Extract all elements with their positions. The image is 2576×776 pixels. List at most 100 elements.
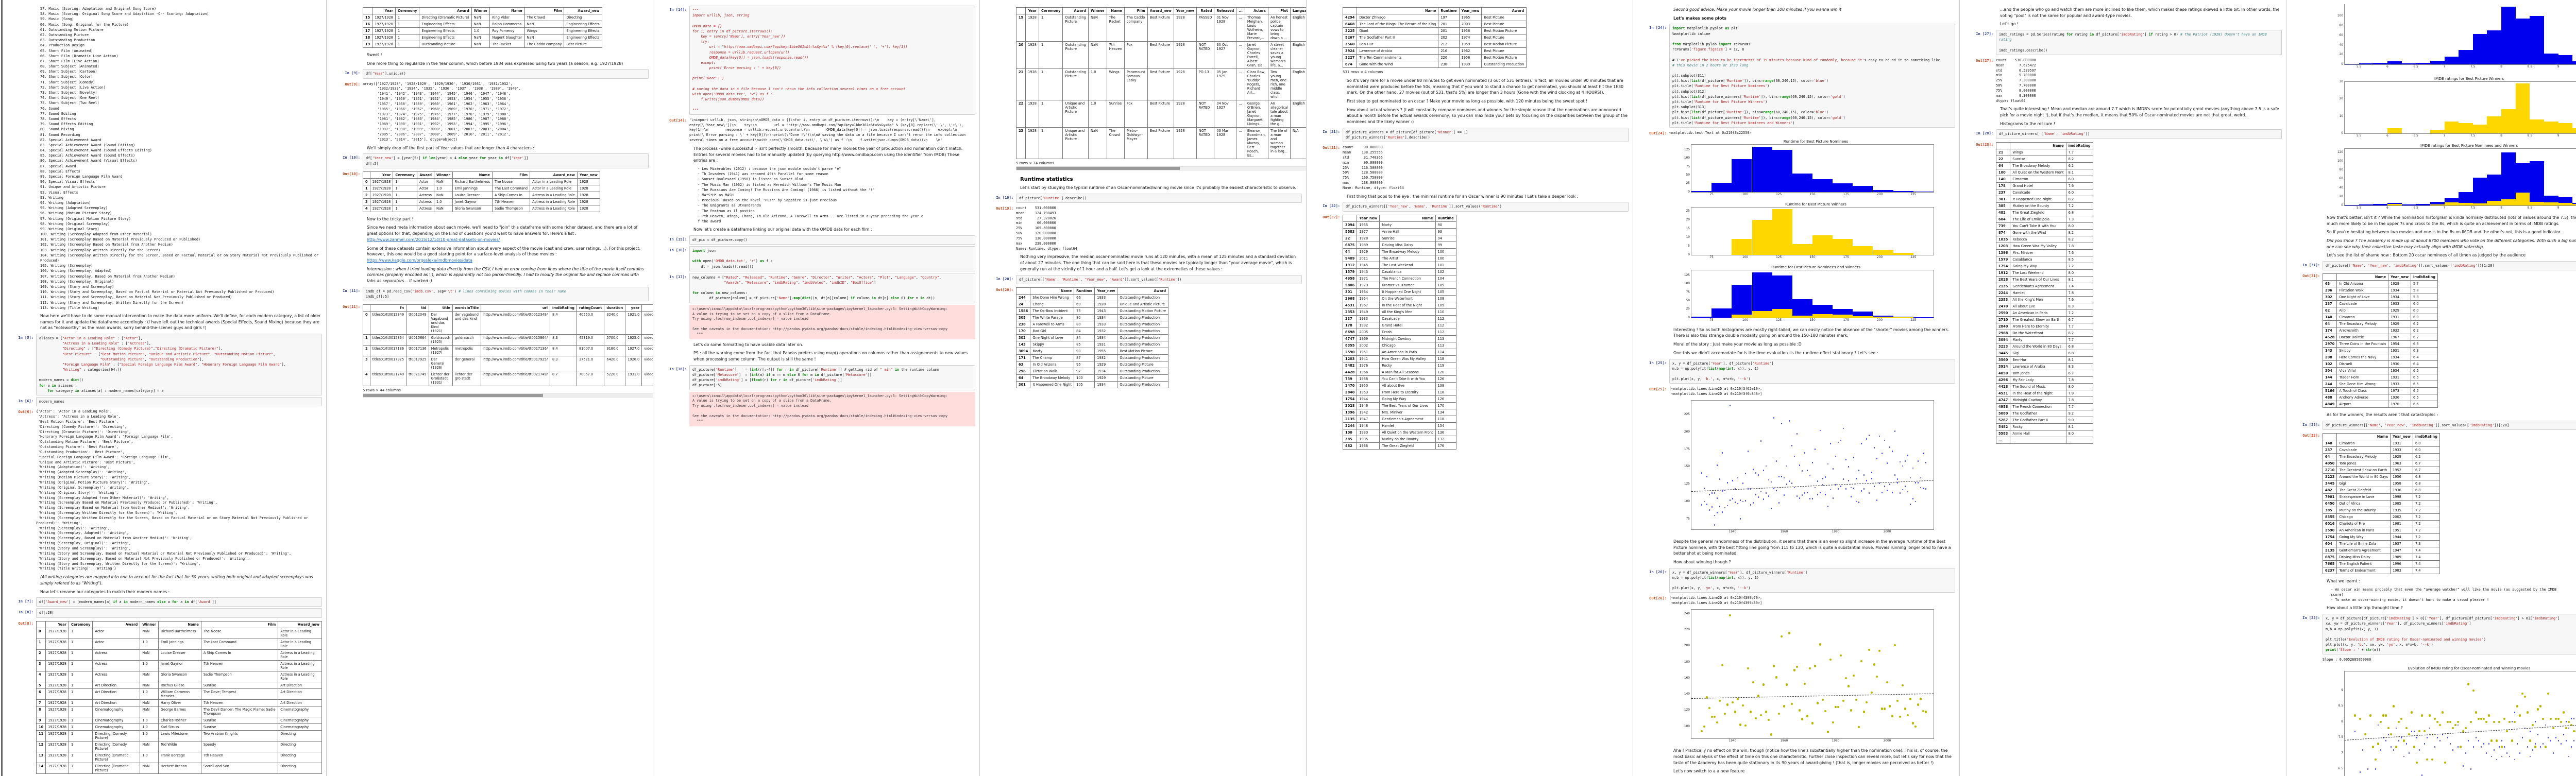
scrollbar-thumb[interactable]: [363, 394, 544, 397]
code-input[interactable]: df_picture_winners = df_picture[df_pictu…: [1343, 127, 1629, 143]
table-cell: 604: [2322, 540, 2337, 548]
data-point: [1920, 477, 1922, 479]
table-cell: 63: [2322, 280, 2337, 288]
table-cell: video.movie: [641, 356, 653, 371]
table-cell: Outstanding Production: [1117, 327, 1169, 335]
table-cell: 3445: [2322, 480, 2337, 488]
code-input[interactable]: modern_names: [36, 397, 322, 407]
table-cell: 8698: [1342, 328, 1358, 336]
vertical-scrollbar[interactable]: [1, 0, 3, 776]
data-point: [1914, 725, 1917, 728]
table-cell: 21: [1995, 148, 2011, 156]
table-cell: NaN: [471, 41, 490, 48]
hist-bar: [1691, 191, 1712, 192]
code-input[interactable]: df[:20]: [36, 608, 322, 618]
out-prompt: Out[32]:: [2302, 434, 2320, 438]
code-input[interactable]: df_picture['Runtime'].describe(): [1016, 193, 1302, 203]
table-cell: Best Motion Picture: [1117, 347, 1169, 355]
table-cell: 1: [395, 14, 420, 21]
table-cell: 8.2: [2065, 229, 2093, 236]
table-cell: Actor: [416, 184, 434, 192]
data-point: [1724, 489, 1726, 491]
table-cell: 4747: [1995, 396, 2011, 404]
horizontal-scrollbar[interactable]: [1016, 166, 1306, 170]
code-input[interactable]: """ import urllib, json, string OMDB_dat…: [689, 6, 975, 115]
code-input[interactable]: df_pic = df_picture.copy(): [689, 235, 975, 245]
x-axis-tick: 6: [2386, 134, 2388, 137]
code-cell: In [18]: df_picture['Runtime'] = [int(r[:…: [653, 365, 975, 390]
table-row: 4958 The French Connection 7.7: [1995, 403, 2093, 410]
table-cell: der general: [452, 356, 482, 371]
code-input[interactable]: new_columns = ["Rated", "Released", "Run…: [689, 272, 975, 303]
code-input[interactable]: imdb_df = pd.read_csv('imdb.csv', sep='\…: [363, 286, 649, 301]
horizontal-scrollbar[interactable]: [363, 393, 653, 398]
table-cell: English: [1290, 14, 1306, 42]
x-axis-tick: 9: [2557, 206, 2560, 210]
hist-bar: [1873, 189, 1893, 192]
code-input[interactable]: df['Year'].unique(): [363, 69, 649, 79]
table-cell: Mrs. Miniver: [1379, 408, 1436, 416]
table-cell: 5166: [2322, 387, 2337, 395]
table-cell: Midnight Cowboy: [1379, 335, 1436, 342]
table-cell: 1947: [2390, 547, 2413, 555]
code-input[interactable]: x, y = df_picture['Year'], df_picture['R…: [1669, 358, 1955, 384]
table-cell: 100: [1995, 168, 2011, 176]
y-axis-tick: 75: [1686, 165, 1690, 168]
code-input[interactable]: df_picture_winners[['Name', 'Year_new', …: [2323, 421, 2576, 430]
table-cell: tt0015864: [406, 334, 429, 346]
code-input[interactable]: df['Award_new'] = [modern_names[a] if a …: [36, 597, 322, 607]
data-point: [2379, 720, 2382, 723]
output-text: {'Actor': 'Actor in a Leading Role', 'Ac…: [36, 409, 308, 571]
table-row: 1 titles01/tt0015864 tt0015864 Goldrausch (…: [363, 334, 653, 346]
table-row: 3 1927/1928 1 Actress 1.0 Janet Gaynor 7th Hea…: [36, 660, 322, 671]
code-input[interactable]: import matplotlib.pyplot as plt %matplot…: [1669, 24, 1955, 128]
hyperlink[interactable]: https://www.kaggle.com/orgesleka/imdbmov…: [367, 257, 472, 263]
code-input[interactable]: df_picture['Runtime'] = [int(r[:-4]) for…: [689, 365, 975, 390]
table-row: 296 Flirtation Walk 1934 5.8: [2322, 287, 2438, 295]
code-input[interactable]: df['Year_new'] = [year[5:] if len(year) …: [363, 153, 649, 168]
table-cell: 1976: [1357, 361, 1380, 369]
in-prompt: [653, 392, 689, 394]
table-cell: 8.3: [550, 356, 577, 371]
dataframe-container: Year Ceremony Award Winner Name Film Award_new…: [362, 6, 602, 49]
data-point: [1899, 461, 1901, 463]
table-cell: Driving Miss Daisy: [1379, 241, 1436, 249]
y-axis-tick: 0: [1688, 253, 1690, 256]
data-point: [2541, 717, 2545, 720]
table-cell: 6875: [2322, 554, 2337, 561]
code-input[interactable]: df_picture_winners[ ['Name', 'imdbRating…: [1996, 129, 2282, 139]
table-cell: 1952: [2390, 467, 2413, 474]
code-input[interactable]: import json with open('OMDB_data.txt', '…: [689, 246, 975, 271]
data-point: [2572, 730, 2575, 733]
table-cell: Actress: [416, 191, 434, 199]
code-input[interactable]: imdb_ratings = pd.Series(rating for rati…: [1996, 30, 2282, 55]
table-cell: 7.2: [2412, 533, 2440, 541]
table-cell: 1.0: [140, 638, 159, 650]
hyperlink[interactable]: http://www.zanmel.com/2015/12/14/10-grea…: [367, 237, 500, 242]
table-row: 63 In Old Arizona 95 1929 Outstanding Pictur…: [1015, 360, 1169, 368]
table-row: 64 1929 The Broadway Melody 100: [1342, 248, 1456, 255]
table-cell: 3094: [1995, 336, 2011, 343]
code-input[interactable]: x, y = df_picture[df_picture['imdbRating…: [2323, 614, 2576, 655]
code-input[interactable]: df_picture[['Name', 'Year_new', 'imdbRat…: [2323, 261, 2576, 271]
table-cell: Airport: [2336, 401, 2389, 408]
scrollbar-thumb[interactable]: [1016, 167, 1180, 170]
table-cell: 1: [68, 705, 93, 717]
y-axis-tick: 120: [1684, 709, 1690, 712]
table-cell: 6.7: [2065, 316, 2093, 323]
table-cell: Actress: [416, 198, 434, 205]
table-cell: Art Direction: [278, 688, 322, 700]
code-input[interactable]: aliases = {"Actor in a Leading Role" : […: [36, 333, 322, 395]
table-row: 6237 Terms of Endearment 1983 7.4: [2322, 567, 2440, 575]
code-input[interactable]: x, y = df_picture_winners['Year'], df_pi…: [1669, 567, 1955, 593]
code-input[interactable]: df_picture[['Name', 'Runtime', 'Year_new…: [1016, 274, 1302, 284]
data-point: [2552, 752, 2554, 754]
table-cell: Best Picture: [1147, 127, 1174, 159]
table-row: 64 The Broadway Melody 1929 6.2: [2322, 453, 2440, 461]
hist-bar: [2487, 174, 2502, 205]
section-heading: Runtime statistics: [1020, 177, 1073, 182]
code-input[interactable]: df_picture_winners[['Year_new', 'Name', …: [1343, 202, 1629, 212]
table-cell: 5482: [1995, 423, 2011, 430]
table-cell: Skippy: [1030, 340, 1075, 348]
table-cell: Janet Gaynor: [158, 660, 201, 671]
